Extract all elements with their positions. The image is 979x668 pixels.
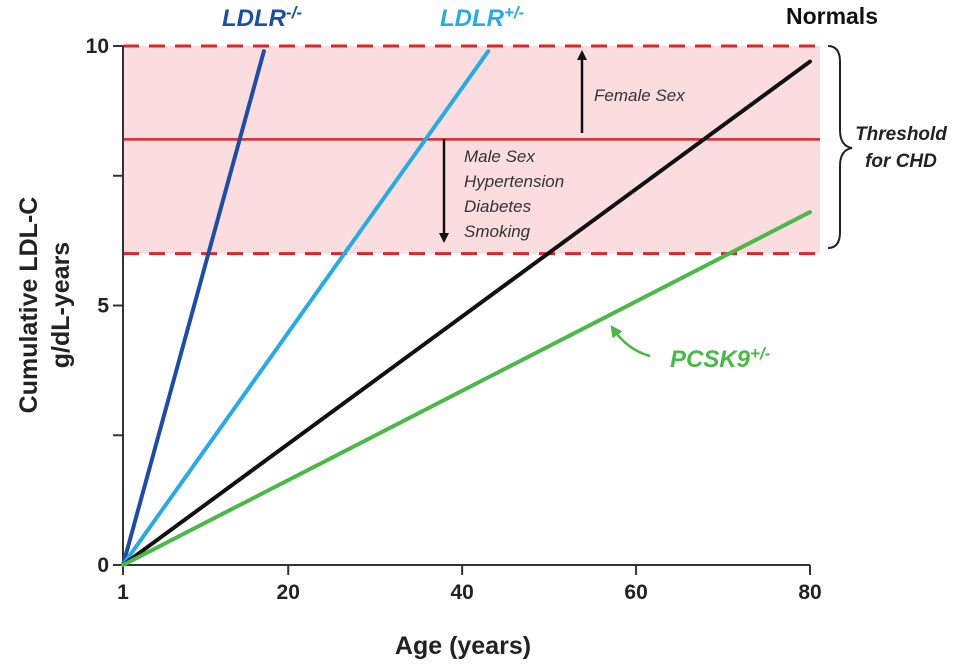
series-label-pcsk9: PCSK9+/- (670, 344, 771, 373)
series-line-ldlr (121, 49, 266, 567)
axes: 0 5 10 1 20 40 60 80 (86, 35, 822, 604)
x-tick-label: 40 (450, 581, 473, 604)
threshold-label-line1: Threshold (855, 124, 947, 145)
smoking-label: Smoking (464, 222, 531, 241)
series-label-ldlr-heterozygous: LDLR+/- (440, 3, 525, 32)
pcsk9-pointer-arrow (610, 325, 651, 358)
x-tick-label: 1 (117, 581, 129, 604)
male-sex-label: Male Sex (464, 147, 535, 166)
y-tick-label: 0 (97, 554, 109, 577)
series-line-ldlr (121, 49, 491, 567)
hypertension-label: Hypertension (464, 172, 564, 191)
x-tick-label: 20 (277, 581, 300, 604)
series-line-pcsk9 (121, 210, 812, 567)
diabetes-label: Diabetes (464, 197, 532, 216)
x-tick-label: 60 (624, 581, 647, 604)
series-line-normals (121, 59, 812, 567)
y-axis-title-line1: Cumulative LDL-C (15, 197, 43, 414)
threshold-brace (827, 45, 853, 249)
series-lines (121, 49, 812, 567)
x-axis-title: Age (years) (395, 632, 531, 660)
series-label-ldlr-homozygous: LDLR-/- (222, 3, 302, 32)
threshold-band (123, 46, 820, 254)
female-sex-label: Female Sex (594, 86, 685, 105)
series-label-normals: Normals (786, 3, 878, 29)
x-tick-label: 80 (798, 581, 821, 604)
y-axis-title-line2: g/dL-years (47, 242, 75, 368)
y-tick-label: 10 (86, 35, 109, 58)
y-tick-label: 5 (97, 295, 109, 318)
threshold-label-line2: for CHD (865, 151, 937, 172)
